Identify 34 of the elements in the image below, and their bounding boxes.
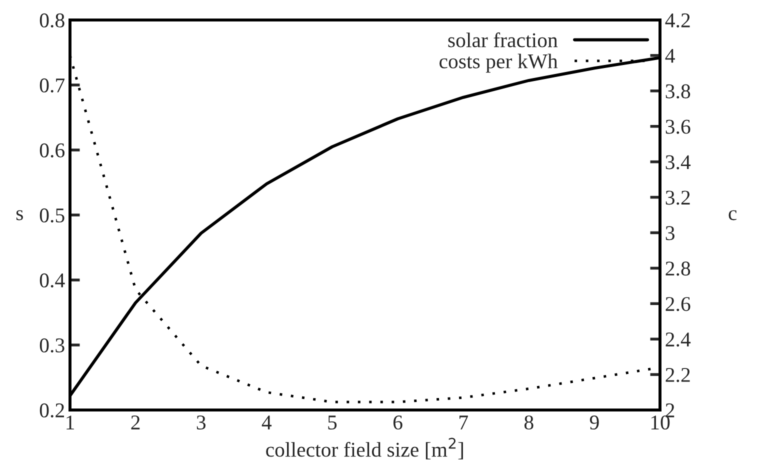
y2-tick-label: 3.6 — [666, 120, 690, 134]
x-tick-label: 5 — [328, 416, 337, 430]
x-tick-label: 4 — [262, 416, 272, 430]
y-tick-label: 0.8 — [40, 13, 64, 28]
x-axis-title: collector field size [m$^{2}$] — [266, 438, 463, 460]
y-tick-label: 0.4 — [40, 273, 65, 288]
x-tick-label: 10 — [651, 415, 670, 430]
x-tick-label: 3 — [196, 416, 206, 430]
y2-tick-label: 4 — [665, 48, 675, 63]
y2-tick-label: 4.2 — [665, 13, 690, 28]
x-tick-label: 6 — [393, 416, 402, 430]
y2-tick-label: 3.2 — [666, 190, 690, 205]
x-tick-label: 2 — [131, 416, 140, 430]
y-tick-label: 0.5 — [40, 208, 64, 223]
y-tick-label: 0.6 — [40, 143, 65, 158]
y-tick-label: 0.7 — [40, 78, 65, 93]
y2-tick-label: 2.6 — [666, 297, 690, 312]
legend-label: solar fraction — [448, 32, 558, 48]
y-tick-label: 0.2 — [40, 403, 64, 418]
y2-tick-label: 2.2 — [666, 368, 690, 382]
y2-tick-label: 2.8 — [666, 262, 690, 276]
x-tick-label: 8 — [524, 415, 534, 430]
y2-tick-label: 3.8 — [666, 84, 690, 98]
y2-tick-label: 3.4 — [666, 155, 691, 170]
x-tick-label: 7 — [460, 416, 468, 430]
y2-tick-label: 3 — [666, 226, 674, 240]
y-tick-label: 0.3 — [40, 338, 64, 353]
y2-tick-label: 2.4 — [666, 332, 691, 347]
x-tick-label: 1 — [66, 416, 74, 430]
legend-label: costs per kWh — [440, 54, 558, 73]
x-tick-label: 9 — [590, 416, 599, 430]
y-axis-title: s — [16, 210, 23, 220]
y2-axis-title: c — [728, 210, 737, 220]
y2-tick-label: 2 — [666, 403, 674, 418]
